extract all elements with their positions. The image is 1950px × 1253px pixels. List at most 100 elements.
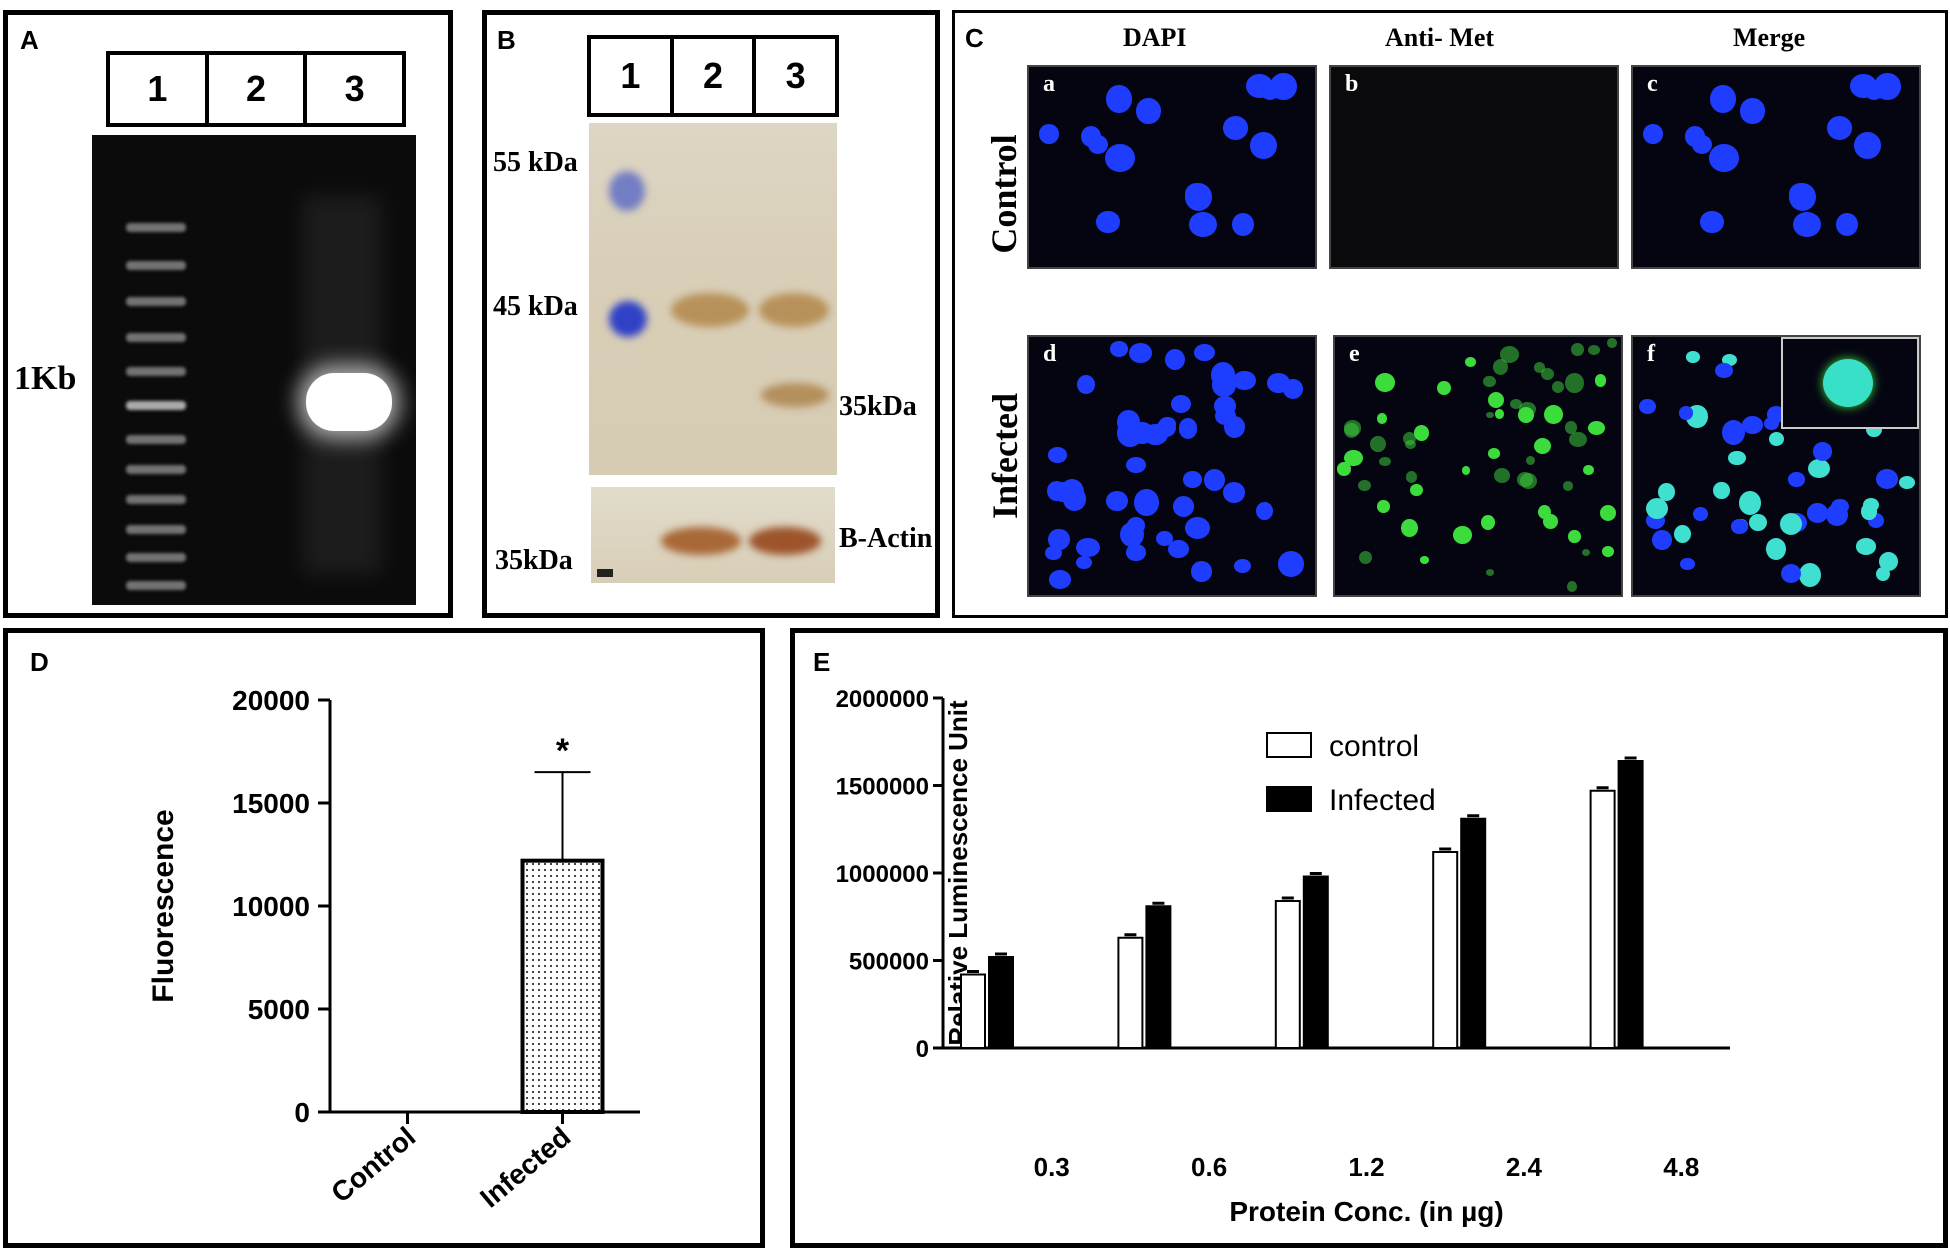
nucleus <box>1564 421 1578 435</box>
panel-c-label: C <box>965 23 984 53</box>
lane-label: 2 <box>204 55 304 123</box>
nucleus <box>1826 115 1853 140</box>
y-tick-label: 1500000 <box>836 774 929 801</box>
nucleus <box>1602 545 1615 557</box>
nucleus <box>1587 421 1605 435</box>
nucleus <box>1645 497 1669 520</box>
merge-inset-image <box>1781 337 1919 429</box>
nucleus <box>1375 372 1395 392</box>
nucleus <box>1564 372 1584 394</box>
x-tick-label: 1.2 <box>1348 1152 1384 1182</box>
significance-marker: * <box>556 732 570 770</box>
row-header-infected: Infected <box>985 393 1025 519</box>
nucleus <box>1155 530 1173 547</box>
legend-swatch <box>1266 732 1312 758</box>
agarose-gel-image <box>92 135 416 605</box>
nucleus <box>1728 450 1746 465</box>
nucleus <box>1080 125 1102 147</box>
nucleus <box>1510 398 1522 409</box>
bar-infected <box>1460 817 1487 1049</box>
nucleus <box>1405 471 1417 484</box>
bar-control <box>960 973 986 1049</box>
nucleus <box>1076 537 1101 558</box>
x-tick-label: Infected <box>474 1121 576 1214</box>
nucleus <box>1183 471 1202 488</box>
nucleus <box>1766 406 1785 423</box>
nucleus <box>1049 570 1071 589</box>
nucleus <box>1255 501 1274 521</box>
legend-swatch <box>1266 786 1312 812</box>
panel-e-label: E <box>813 647 831 677</box>
lane-label: 3 <box>303 55 402 123</box>
nucleus <box>1588 344 1601 356</box>
nucleus <box>1850 73 1877 99</box>
panel-e: E 0 500000 1000000 1500000 2000000 Relative L… <box>790 628 1948 1248</box>
nucleus <box>1487 391 1505 409</box>
nucleus <box>1493 359 1509 376</box>
x-tick-label: 2.4 <box>1506 1152 1543 1182</box>
nucleus <box>1109 341 1128 357</box>
x-tick-label: 0.6 <box>1191 1152 1227 1182</box>
panel-b-label: B <box>497 25 516 55</box>
col-header-merge: Merge <box>1733 23 1806 52</box>
nucleus <box>1875 468 1899 489</box>
bar-control <box>1274 900 1301 1049</box>
legend-label: Infected <box>1329 784 1436 817</box>
nucleus <box>1246 73 1273 99</box>
nucleus <box>1779 512 1803 536</box>
lane-label: 2 <box>669 39 753 113</box>
nucleus <box>1047 528 1070 551</box>
nucleus <box>1223 482 1246 503</box>
nucleus <box>1748 513 1767 532</box>
nucleus <box>1077 375 1096 394</box>
micrograph-infected-merge: f <box>1631 335 1921 597</box>
micrograph-control-dapi: a <box>1027 65 1317 269</box>
nucleus <box>1606 338 1617 348</box>
nucleus <box>1125 456 1146 474</box>
fluorescence-bar-chart: 0 5000 10000 15000 20000 Fluorescence Control *… <box>147 685 640 1214</box>
nucleus <box>1731 518 1748 534</box>
micrograph-control-merge: c <box>1631 65 1921 269</box>
nucleus <box>1223 416 1245 439</box>
col-header-anti-met: Anti- Met <box>1385 23 1495 52</box>
lane-label: 3 <box>752 39 835 113</box>
nucleus <box>1639 398 1657 415</box>
bar-control <box>1432 851 1459 1049</box>
panel-b: B 1 2 3 55 kDa 45 kDa 35kDa 35kDa B-Acti… <box>482 10 940 618</box>
nucleus <box>1453 526 1472 545</box>
mw-45-label: 45 kDa <box>493 291 578 322</box>
nucleus <box>1464 356 1476 367</box>
nucleus <box>1403 431 1417 446</box>
nucleus <box>1233 558 1251 573</box>
nucleus <box>1876 567 1891 582</box>
x-tick-label: 0.3 <box>1034 1152 1070 1182</box>
nucleus <box>1413 424 1429 441</box>
nucleus <box>1807 503 1829 523</box>
nucleus <box>1526 456 1536 466</box>
nucleus <box>1721 419 1746 446</box>
nucleus <box>1643 123 1663 145</box>
y-tick-label: 15000 <box>232 788 310 819</box>
nucleus <box>1044 546 1062 561</box>
nucleus <box>1788 472 1805 487</box>
nucleus <box>1533 362 1545 373</box>
nucleus <box>1336 462 1351 476</box>
nucleus <box>1742 416 1764 435</box>
bar-infected <box>1617 760 1644 1049</box>
y-tick-label: 1000000 <box>836 861 929 888</box>
y-tick-label: 5000 <box>248 994 310 1025</box>
micrograph-infected-dapi: d <box>1027 335 1317 597</box>
nucleus <box>1855 538 1877 555</box>
y-tick-label: 20000 <box>232 685 310 716</box>
nucleus <box>1379 456 1391 467</box>
nucleus <box>1861 503 1877 520</box>
panel-a: A 1 2 3 1Kb <box>3 10 453 618</box>
nucleus <box>1190 560 1213 582</box>
nucleus <box>1680 557 1695 570</box>
nucleus <box>1126 544 1146 562</box>
col-header-dapi: DAPI <box>1123 23 1187 52</box>
nucleus <box>1213 396 1236 416</box>
nucleus <box>1684 125 1706 147</box>
nucleus <box>1520 472 1537 489</box>
